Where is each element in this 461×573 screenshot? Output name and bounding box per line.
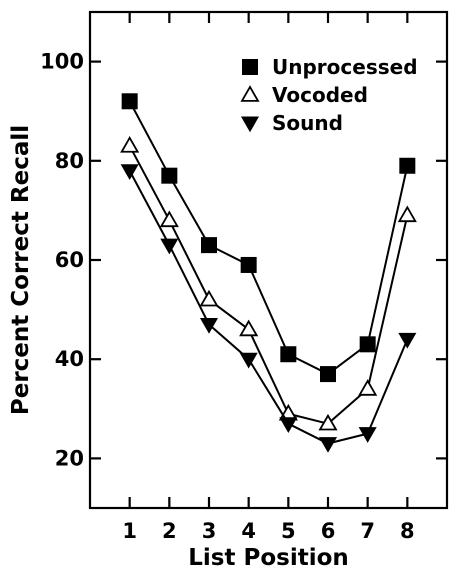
legend-marker-sound: [240, 116, 260, 133]
series-line-sound: [128, 170, 409, 445]
series-unprocessed: [121, 93, 416, 383]
x-tick-label-1: 1: [122, 519, 137, 543]
x-tick-label-2: 2: [162, 519, 177, 543]
x-tick-label-4: 4: [241, 519, 256, 543]
y-tick-label-40: 40: [55, 347, 84, 371]
data-point-vocoded-4: [239, 319, 259, 337]
series-sound: [120, 164, 417, 453]
data-point-sound-6: [318, 437, 338, 453]
data-point-vocoded-6: [318, 413, 338, 431]
data-point-unprocessed-5: [280, 346, 297, 363]
legend-label-unprocessed: Unprocessed: [272, 55, 418, 79]
series-line-vocoded: [128, 145, 409, 425]
series-line-unprocessed: [128, 100, 409, 376]
y-axis-title: Percent Correct Recall: [8, 125, 34, 415]
data-point-unprocessed-4: [240, 256, 257, 273]
legend-marker-vocoded: [240, 85, 260, 102]
data-point-unprocessed-6: [320, 366, 336, 383]
x-tick-label-8: 8: [400, 519, 415, 543]
y-tick-label-60: 60: [55, 248, 84, 272]
data-point-vocoded-7: [358, 379, 378, 396]
tick-layer: 20 40 60 80 100 1 2 3 4 5 6 7 8: [40, 12, 447, 543]
data-point-vocoded-1: [120, 136, 140, 153]
plot-frame-layer: [88, 10, 449, 510]
data-point-sound-5: [279, 417, 298, 433]
data-point-sound-2: [160, 238, 179, 255]
data-point-sound-7: [358, 427, 377, 443]
legend-item-unprocessed: Unprocessed: [242, 55, 418, 79]
data-point-vocoded-2: [159, 210, 179, 228]
x-tick-label-3: 3: [202, 519, 217, 543]
legend-item-vocoded: Vocoded: [240, 83, 368, 107]
x-tick-label-6: 6: [321, 519, 336, 543]
series-layer: [120, 93, 417, 453]
legend: Unprocessed Vocoded Sound: [240, 55, 418, 135]
legend-label-vocoded: Vocoded: [272, 83, 368, 107]
data-point-unprocessed-8: [399, 157, 416, 174]
data-point-sound-8: [398, 332, 417, 349]
data-point-sound-4: [239, 352, 258, 369]
data-point-sound-1: [120, 164, 139, 180]
legend-marker-unprocessed: [242, 59, 258, 75]
x-tick-label-7: 7: [360, 519, 375, 543]
data-point-unprocessed-7: [359, 336, 376, 353]
data-point-vocoded-8: [397, 205, 417, 223]
x-tick-label-5: 5: [281, 519, 296, 543]
x-axis-title: List Position: [188, 545, 349, 571]
y-tick-label-20: 20: [55, 446, 84, 470]
legend-item-sound: Sound: [240, 111, 343, 135]
y-tick-label-100: 100: [40, 50, 84, 74]
data-point-unprocessed-2: [161, 167, 178, 184]
legend-label-sound: Sound: [272, 111, 343, 135]
data-point-sound-3: [199, 318, 219, 334]
plot-area-frame: [88, 10, 449, 510]
data-point-unprocessed-1: [121, 93, 138, 110]
data-point-unprocessed-3: [201, 237, 217, 254]
y-tick-label-80: 80: [55, 149, 84, 173]
data-point-vocoded-3: [199, 289, 219, 307]
